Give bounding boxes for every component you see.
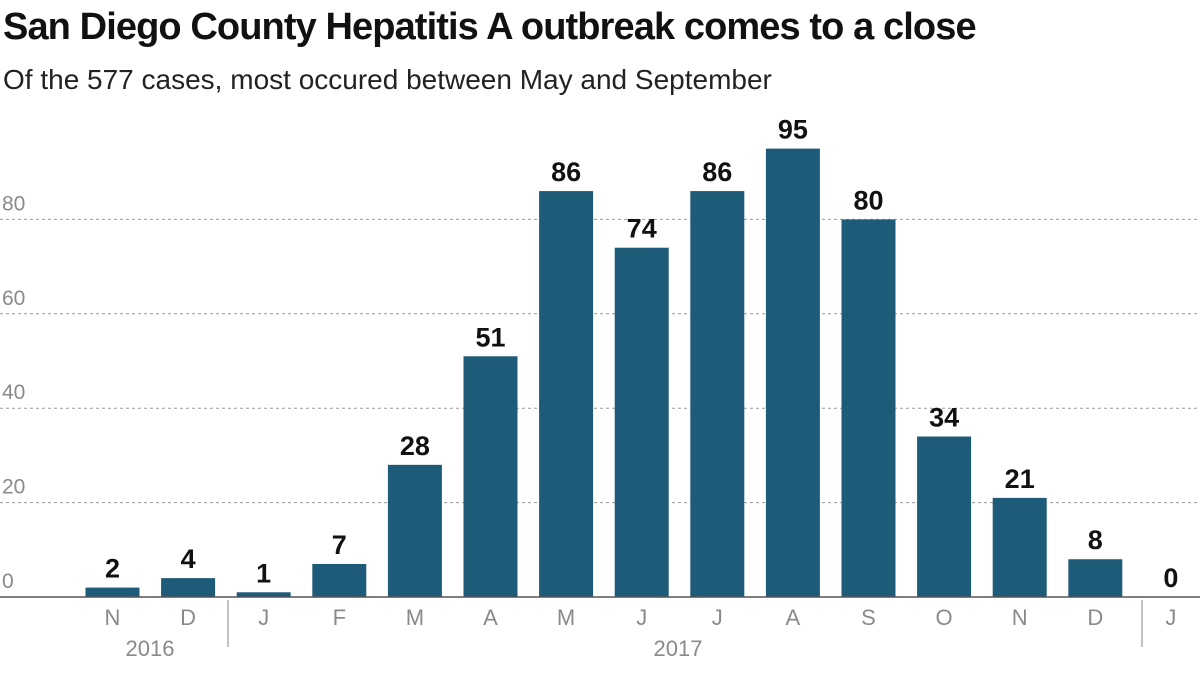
data-label: 34 [929,403,959,433]
data-label: 4 [181,544,196,574]
data-label: 8 [1088,525,1103,555]
data-label: 86 [551,157,581,187]
chart-title: San Diego County Hepatitis A outbreak co… [3,6,977,48]
bar [539,191,594,597]
bar [161,578,216,597]
bar [614,247,669,597]
data-label: 7 [332,530,347,560]
x-tick-label: A [483,605,498,630]
x-tick-label: M [557,605,575,630]
bar [917,436,972,597]
x-tick-label: D [1087,605,1103,630]
bar [1068,559,1123,597]
year-label: 2017 [654,636,703,661]
x-tick-label: N [1012,605,1028,630]
bar [387,464,442,597]
y-tick-label: 0 [2,570,14,593]
bar [690,191,745,597]
data-label: 1 [256,558,271,588]
data-label: 80 [853,185,883,215]
data-label: 95 [778,115,808,145]
x-tick-label: J [712,605,723,630]
data-label: 51 [475,322,505,352]
data-label: 0 [1163,563,1178,593]
bar [236,592,291,597]
year-label: 2016 [126,636,175,661]
bar [463,356,518,597]
x-tick-label: J [258,605,269,630]
y-tick-label: 60 [2,287,25,310]
x-tick-label: A [786,605,801,630]
y-tick-label: 20 [2,476,25,499]
x-tick-label: N [105,605,121,630]
data-label: 86 [702,157,732,187]
x-tick-label: J [636,605,647,630]
x-tick-label: F [333,605,346,630]
data-label: 28 [400,431,430,461]
bar [765,148,820,597]
x-tick-label: J [1165,605,1176,630]
x-tick-label: D [180,605,196,630]
x-tick-label: S [861,605,876,630]
bar [841,219,896,597]
y-tick-label: 40 [2,381,25,404]
data-label: 2 [105,554,120,584]
bar [992,497,1047,597]
data-label: 21 [1005,464,1035,494]
x-tick-label: O [936,605,953,630]
data-label: 74 [627,214,657,244]
x-tick-label: M [406,605,424,630]
bar [85,587,140,597]
bar [312,563,367,597]
chart-subtitle: Of the 577 cases, most occured between M… [3,64,772,95]
y-tick-label: 80 [2,192,25,215]
